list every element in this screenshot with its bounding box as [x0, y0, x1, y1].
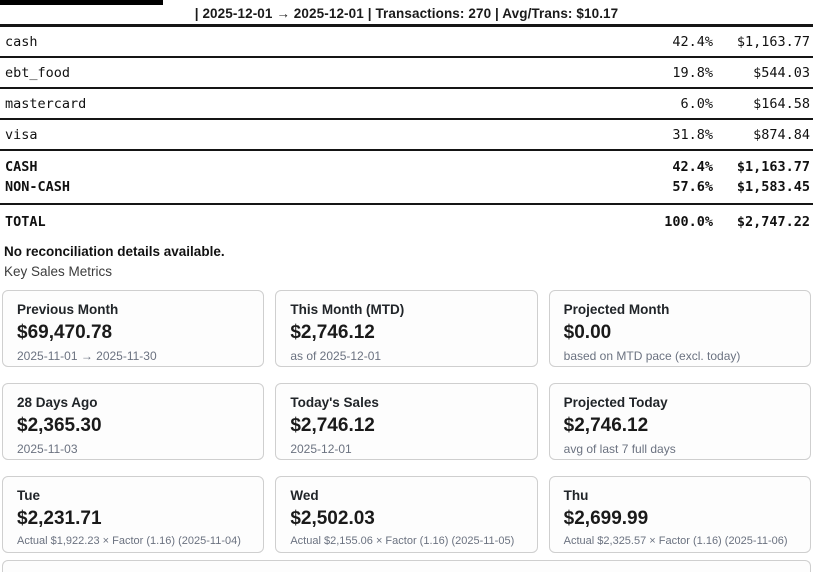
- total-row: TOTAL 100.0% $2,747.22: [0, 205, 813, 239]
- card-value: $2,699.99: [563, 508, 649, 529]
- payment-amount: $164.58: [753, 95, 810, 112]
- card-value: $2,502.03: [290, 508, 375, 529]
- payment-breakdown-table: cash 42.4% $1,163.77 ebt_food 19.8% $544…: [0, 24, 813, 239]
- table-row: mastercard 6.0% $164.58: [0, 89, 813, 120]
- table-row: cash 42.4% $1,163.77: [0, 27, 813, 58]
- card-value: $2,746.12: [290, 415, 375, 436]
- cropped-top-content-bar: [0, 0, 163, 5]
- card-title: Tue: [17, 488, 40, 503]
- summary-amount: $1,583.45: [736, 179, 810, 195]
- total-percent: 100.0%: [664, 214, 713, 230]
- table-row: ebt_food 19.8% $544.03: [0, 58, 813, 89]
- payment-percent: 6.0%: [680, 95, 713, 112]
- card-title: Previous Month: [17, 302, 119, 317]
- metric-card-28-days-ago: 28 Days Ago $2,365.30 2025-11-03: [2, 383, 265, 460]
- card-value: $0.00: [563, 322, 612, 343]
- metric-card-todays-sales: Today's Sales $2,746.12 2025-12-01: [275, 383, 538, 460]
- card-title: Projected Month: [563, 302, 670, 317]
- report-summary-header: | 2025-12-01 → 2025-12-01 | Transactions…: [0, 0, 813, 24]
- payment-percent: 31.8%: [672, 126, 713, 143]
- card-value: $2,746.12: [563, 415, 649, 436]
- card-subtext: Actual $1,922.23 × Factor (1.16) (2025-1…: [17, 535, 241, 547]
- card-value: $69,470.78: [17, 322, 113, 343]
- metric-card-projected-today: Projected Today $2,746.12 avg of last 7 …: [548, 383, 811, 460]
- report-summary-text: | 2025-12-01 → 2025-12-01 | Transactions…: [194, 6, 619, 21]
- card-title: Thu: [563, 488, 589, 503]
- payment-method-label: visa: [5, 126, 38, 143]
- partial-next-row-panel: [2, 560, 811, 572]
- metric-card-thu: Thu $2,699.99 Actual $2,325.57 × Factor …: [548, 476, 811, 553]
- total-label: TOTAL: [5, 214, 46, 230]
- card-subtext: based on MTD pace (excl. today): [563, 349, 741, 363]
- card-subtext: 2025-11-03: [17, 442, 78, 456]
- metric-card-this-month-mtd: This Month (MTD) $2,746.12 as of 2025-12…: [275, 290, 538, 367]
- card-subtext: Actual $2,325.57 × Factor (1.16) (2025-1…: [563, 535, 788, 547]
- card-subtext: Actual $2,155.06 × Factor (1.16) (2025-1…: [290, 535, 515, 547]
- card-value: $2,231.71: [17, 508, 102, 529]
- summary-label: CASH: [5, 159, 38, 175]
- payment-method-label: cash: [5, 33, 38, 50]
- metric-card-previous-month: Previous Month $69,470.78 2025-11-01 → 2…: [2, 290, 265, 367]
- payment-amount: $544.03: [753, 64, 810, 81]
- card-title: Wed: [290, 488, 319, 503]
- summary-row-cash: CASH 42.4% $1,163.77: [5, 157, 810, 177]
- summary-percent: 42.4%: [672, 159, 713, 175]
- payment-amount: $874.84: [753, 126, 810, 143]
- summary-label: NON-CASH: [5, 179, 71, 195]
- card-title: Today's Sales: [290, 395, 379, 410]
- table-row: visa 31.8% $874.84: [0, 120, 813, 151]
- card-subtext: 2025-11-01 → 2025-11-30: [17, 349, 157, 363]
- metrics-cards-grid: Previous Month $69,470.78 2025-11-01 → 2…: [0, 290, 813, 553]
- metric-card-projected-month: Projected Month $0.00 based on MTD pace …: [548, 290, 811, 367]
- card-title: Projected Today: [563, 395, 668, 410]
- metric-card-wed: Wed $2,502.03 Actual $2,155.06 × Factor …: [275, 476, 538, 553]
- key-sales-metrics-title: Key Sales Metrics: [4, 264, 113, 279]
- card-subtext: as of 2025-12-01: [290, 349, 382, 363]
- card-title: 28 Days Ago: [17, 395, 98, 410]
- card-subtext: 2025-12-01: [290, 442, 352, 456]
- payment-percent: 42.4%: [672, 33, 713, 50]
- payment-method-label: ebt_food: [5, 64, 71, 81]
- card-value: $2,365.30: [17, 415, 102, 436]
- summary-row-noncash: NON-CASH 57.6% $1,583.45: [5, 177, 810, 197]
- payment-amount: $1,163.77: [736, 33, 810, 50]
- reconciliation-note: No reconciliation details available.: [4, 244, 225, 259]
- metric-card-tue: Tue $2,231.71 Actual $1,922.23 × Factor …: [2, 476, 265, 553]
- payment-percent: 19.8%: [672, 64, 713, 81]
- card-title: This Month (MTD): [290, 302, 405, 317]
- card-subtext: avg of last 7 full days: [563, 442, 676, 456]
- payment-method-label: mastercard: [5, 95, 87, 112]
- total-amount: $2,747.22: [736, 214, 810, 230]
- card-value: $2,746.12: [290, 322, 375, 343]
- summary-amount: $1,163.77: [736, 159, 810, 175]
- cash-noncash-summary: CASH 42.4% $1,163.77 NON-CASH 57.6% $1,5…: [0, 151, 813, 205]
- summary-percent: 57.6%: [672, 179, 713, 195]
